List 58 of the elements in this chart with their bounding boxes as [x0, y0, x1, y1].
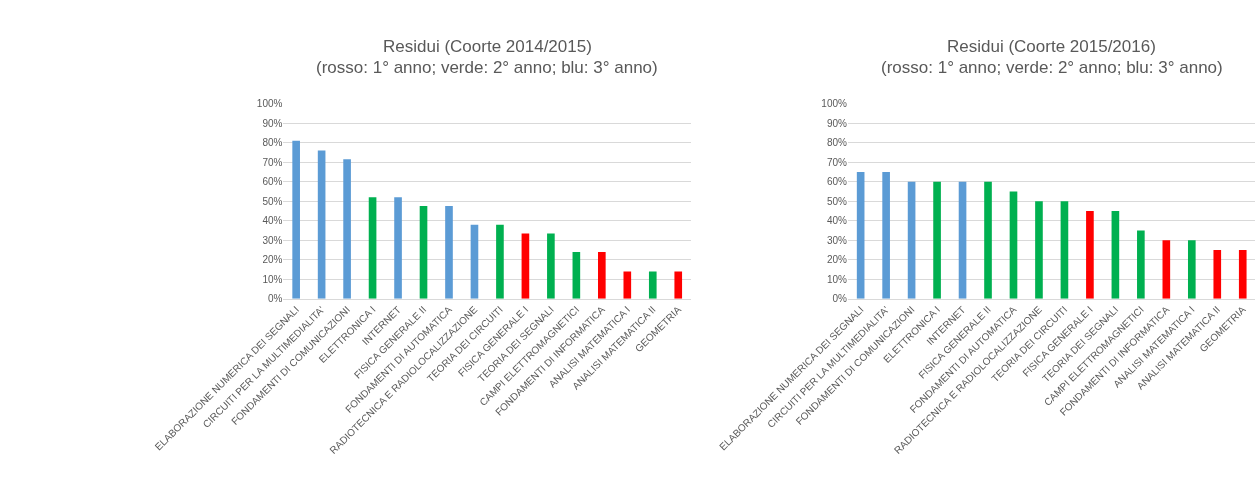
bar — [1162, 240, 1171, 299]
bar — [1086, 210, 1094, 299]
bar — [521, 233, 530, 299]
bar — [674, 271, 683, 299]
chart-subtitle: (rosso: 1° anno; verde: 2° anno; blu: 3° anno) — [316, 58, 658, 77]
y-tick-label: 30% — [826, 234, 848, 246]
bar — [856, 171, 865, 299]
y-tick-label: 30% — [262, 234, 283, 246]
bar — [623, 271, 632, 299]
y-tick-label: 60% — [826, 176, 848, 188]
bar — [1187, 240, 1196, 299]
y-tick-label: 0% — [267, 293, 283, 305]
bar — [1111, 210, 1120, 299]
y-tick-label: 0% — [832, 293, 848, 305]
bar — [470, 224, 479, 299]
bar — [1060, 201, 1069, 299]
y-tick-label: 20% — [826, 254, 848, 266]
bar — [343, 159, 351, 299]
bar — [1213, 250, 1222, 299]
y-tick-label: 70% — [826, 156, 848, 168]
y-tick-label: 50% — [262, 195, 283, 207]
y-tick-label: 10% — [826, 273, 848, 285]
y-tick-label: 100% — [256, 98, 283, 110]
y-tick-label: 80% — [262, 137, 283, 149]
chart-subtitle: (rosso: 1° anno; verde: 2° anno; blu: 3° anno) — [881, 58, 1223, 77]
bar — [958, 181, 967, 299]
y-tick-label: 70% — [262, 156, 283, 168]
bar — [1009, 191, 1018, 299]
chart-title: Residui (Coorte 2014/2015) — [383, 37, 592, 56]
bar — [882, 171, 890, 299]
bar — [394, 197, 402, 299]
bar — [1137, 230, 1145, 299]
bar — [419, 206, 428, 299]
bar — [547, 233, 555, 299]
bar — [368, 197, 377, 299]
bar — [1035, 201, 1043, 299]
y-tick-label: 50% — [826, 195, 848, 207]
y-tick-label: 60% — [262, 176, 283, 188]
y-tick-label: 90% — [262, 117, 283, 129]
y-tick-label: 100% — [821, 98, 848, 110]
bar — [907, 181, 916, 299]
y-tick-label: 90% — [826, 117, 848, 129]
y-tick-label: 40% — [826, 215, 848, 227]
bar — [598, 251, 606, 299]
y-tick-label: 40% — [262, 215, 283, 227]
bar — [317, 150, 326, 299]
bar — [933, 181, 941, 299]
bar — [496, 224, 504, 299]
y-tick-label: 80% — [826, 137, 848, 149]
chart-title: Residui (Coorte 2015/2016) — [947, 37, 1156, 56]
bar — [1238, 250, 1247, 299]
bar — [572, 251, 581, 299]
y-tick-label: 10% — [262, 273, 283, 285]
bar — [984, 181, 992, 299]
bar — [445, 206, 453, 299]
y-tick-label: 20% — [262, 254, 283, 266]
bar — [648, 271, 657, 299]
bar — [292, 140, 300, 299]
